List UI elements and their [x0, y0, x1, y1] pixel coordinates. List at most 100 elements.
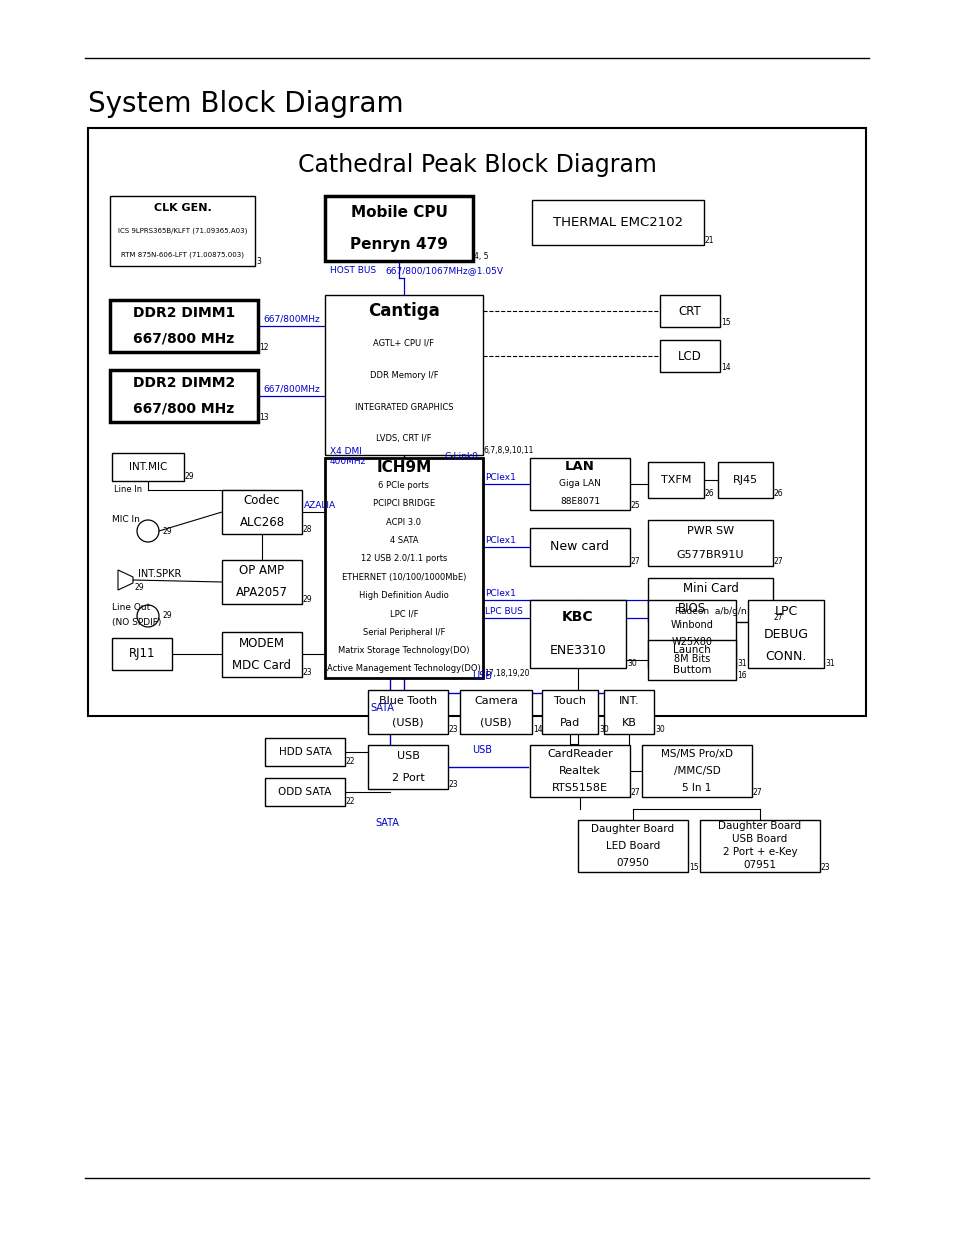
Text: INT.MIC: INT.MIC — [129, 462, 167, 472]
Text: AZALIA: AZALIA — [304, 501, 335, 510]
Text: RJ45: RJ45 — [732, 475, 758, 485]
Text: 15: 15 — [688, 863, 698, 872]
Bar — [222, 632, 302, 677]
Text: 4 SATA: 4 SATA — [390, 536, 417, 545]
Text: (NO SPDIF): (NO SPDIF) — [112, 618, 161, 626]
Text: LVDS, CRT I/F: LVDS, CRT I/F — [375, 435, 432, 443]
Text: 22: 22 — [346, 757, 355, 766]
Text: ICS 9LPRS365B/KLFT (71.09365.A03): ICS 9LPRS365B/KLFT (71.09365.A03) — [117, 227, 247, 235]
Text: 29: 29 — [185, 472, 194, 480]
Text: Line In: Line In — [113, 484, 142, 494]
Bar — [88, 128, 865, 716]
Text: 17,18,19,20: 17,18,19,20 — [483, 669, 529, 678]
Text: USB: USB — [472, 745, 492, 755]
Text: Mini Card: Mini Card — [681, 583, 738, 595]
Text: Serial Peripheral I/F: Serial Peripheral I/F — [362, 627, 445, 637]
Text: Camera: Camera — [474, 697, 517, 706]
Text: ENE3310: ENE3310 — [549, 645, 606, 657]
Text: PCIPCI BRIDGE: PCIPCI BRIDGE — [373, 499, 435, 509]
Bar — [368, 745, 448, 789]
Text: PWR SW: PWR SW — [686, 526, 733, 536]
Text: PClex1: PClex1 — [484, 536, 516, 545]
Text: 27: 27 — [773, 613, 782, 622]
Text: Cantiga: Cantiga — [368, 303, 439, 320]
Text: 667/800 MHz: 667/800 MHz — [133, 332, 234, 346]
Text: 22: 22 — [346, 797, 355, 806]
Text: HDD SATA: HDD SATA — [278, 747, 331, 757]
Text: 07950: 07950 — [616, 858, 649, 868]
Text: 29: 29 — [303, 595, 313, 604]
Text: APA2057: APA2057 — [235, 587, 288, 599]
Text: Cathedral Peak Block Diagram: Cathedral Peak Block Diagram — [297, 153, 656, 177]
Text: Pad: Pad — [559, 718, 579, 727]
Text: 29: 29 — [163, 611, 172, 620]
Text: 27: 27 — [773, 557, 782, 566]
Text: Daughter Board: Daughter Board — [591, 824, 674, 834]
Bar — [641, 745, 751, 797]
Bar — [368, 690, 448, 734]
Text: W25X80: W25X80 — [671, 637, 712, 647]
Text: OP AMP: OP AMP — [239, 564, 284, 578]
Text: 14: 14 — [533, 725, 542, 734]
Bar — [647, 520, 772, 566]
Text: 2 Port: 2 Port — [392, 773, 424, 783]
Bar — [459, 690, 532, 734]
Text: 23: 23 — [821, 863, 830, 872]
Text: 8M Bits: 8M Bits — [673, 655, 709, 664]
Bar — [110, 196, 254, 266]
Text: MS/MS Pro/xD: MS/MS Pro/xD — [660, 748, 732, 758]
Text: 13: 13 — [258, 412, 269, 422]
Text: Codec: Codec — [244, 494, 280, 508]
Text: INT.: INT. — [618, 697, 639, 706]
Text: Daughter Board: Daughter Board — [718, 821, 801, 831]
Text: PClex1: PClex1 — [484, 589, 516, 598]
Text: CLK GEN.: CLK GEN. — [153, 203, 212, 212]
Text: SATA: SATA — [370, 703, 394, 713]
Text: 3: 3 — [255, 257, 260, 266]
Text: DDR2 DIMM2: DDR2 DIMM2 — [132, 375, 234, 390]
Text: Realtek: Realtek — [558, 766, 600, 776]
Text: DDR Memory I/F: DDR Memory I/F — [370, 370, 437, 379]
Text: (USB): (USB) — [479, 718, 511, 727]
Text: High Definition Audio: High Definition Audio — [358, 592, 449, 600]
Text: 07951: 07951 — [742, 861, 776, 871]
Text: 31: 31 — [737, 659, 746, 668]
Text: CONN.: CONN. — [764, 650, 806, 663]
Text: KB: KB — [621, 718, 636, 727]
Text: MODEM: MODEM — [239, 637, 285, 650]
Bar — [659, 340, 720, 372]
Text: 21: 21 — [704, 236, 714, 245]
Bar — [112, 453, 184, 480]
Text: Winbond: Winbond — [670, 620, 713, 631]
Text: USB: USB — [472, 671, 492, 680]
Text: 16: 16 — [737, 671, 746, 680]
Text: 667/800 MHz: 667/800 MHz — [133, 403, 234, 416]
Text: KBC: KBC — [561, 610, 593, 624]
Text: BIOS: BIOS — [678, 601, 705, 615]
Text: ACPI 3.0: ACPI 3.0 — [386, 517, 421, 526]
Bar — [532, 200, 703, 245]
Text: SATA: SATA — [375, 818, 398, 827]
Bar — [530, 745, 629, 797]
Text: C-Link0: C-Link0 — [444, 452, 477, 461]
Bar — [325, 458, 482, 678]
Text: 12: 12 — [258, 343, 268, 352]
Text: 23: 23 — [449, 781, 458, 789]
Text: CRT: CRT — [678, 305, 700, 317]
Bar — [530, 529, 629, 566]
Bar — [647, 600, 735, 668]
Text: New card: New card — [550, 541, 609, 553]
Text: ICH9M: ICH9M — [376, 459, 431, 474]
Text: ETHERNET (10/100/1000MbE): ETHERNET (10/100/1000MbE) — [341, 573, 466, 582]
Text: PClex1: PClex1 — [484, 473, 516, 482]
Text: 6 PCIe ports: 6 PCIe ports — [378, 480, 429, 490]
Text: DDR2 DIMM1: DDR2 DIMM1 — [132, 306, 234, 320]
Text: Active Management Technology(DO): Active Management Technology(DO) — [327, 664, 480, 673]
Text: Blue Tooth: Blue Tooth — [378, 697, 436, 706]
Text: THERMAL EMC2102: THERMAL EMC2102 — [553, 216, 682, 228]
Text: 30: 30 — [655, 725, 664, 734]
Text: G577BR91U: G577BR91U — [676, 550, 743, 559]
Bar — [265, 778, 345, 806]
Text: USB: USB — [396, 751, 419, 761]
Text: LPC BUS: LPC BUS — [484, 606, 522, 616]
